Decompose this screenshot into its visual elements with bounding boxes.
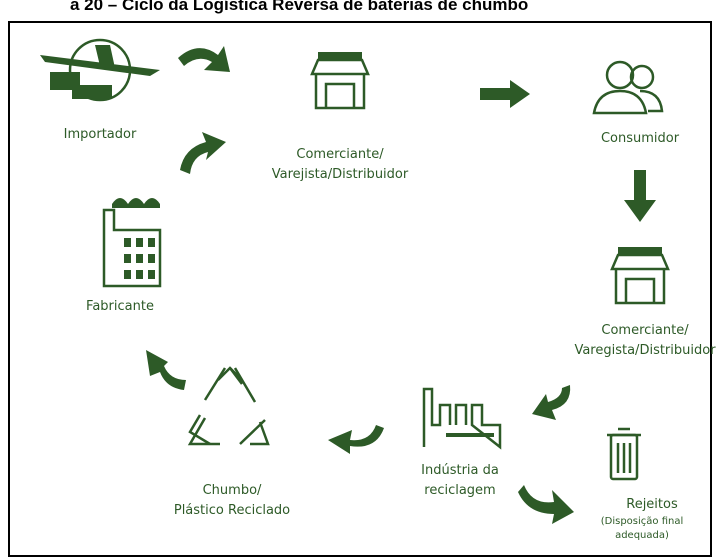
node-label: reciclagem (424, 483, 495, 498)
icons (40, 38, 670, 481)
node-note: (Disposição final (601, 516, 684, 527)
node-label: Fabricante (86, 299, 154, 314)
node-label: Plástico Reciclado (174, 503, 290, 518)
node-label: Comerciante/ (296, 147, 384, 162)
node-note: adequada) (615, 530, 669, 541)
frame (8, 21, 712, 557)
title: a 20 – Ciclo da Logística Reversa de bat… (70, 0, 528, 14)
node-label: Importador (64, 127, 137, 142)
node-label: Indústria da (421, 463, 499, 478)
node-label: Rejeitos (626, 497, 678, 512)
node-label: Consumidor (601, 131, 680, 146)
node-label: Varejista/Distribuidor (272, 167, 409, 182)
node-label: Varegista/Distribuidor (574, 343, 716, 358)
arrows (146, 46, 656, 524)
node-label: Comerciante/ (601, 323, 689, 338)
node-label: Chumbo/ (203, 483, 262, 498)
